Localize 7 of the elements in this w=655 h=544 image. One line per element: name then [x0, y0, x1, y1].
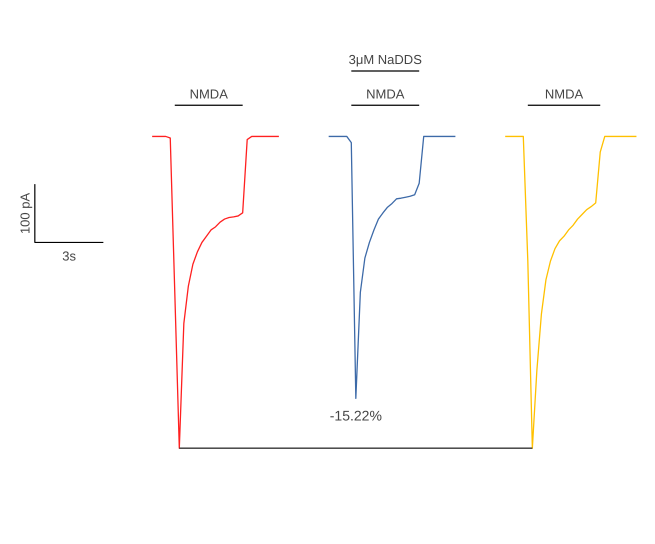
- annotation: -15.22%: [330, 408, 382, 424]
- text: NMDA: [190, 86, 228, 102]
- text: 3s: [62, 248, 76, 264]
- text: 100 pA: [18, 192, 33, 234]
- text: NMDA: [544, 86, 584, 102]
- text: NMDA: [366, 86, 405, 102]
- text: 3μM NaDDS: [348, 52, 422, 68]
